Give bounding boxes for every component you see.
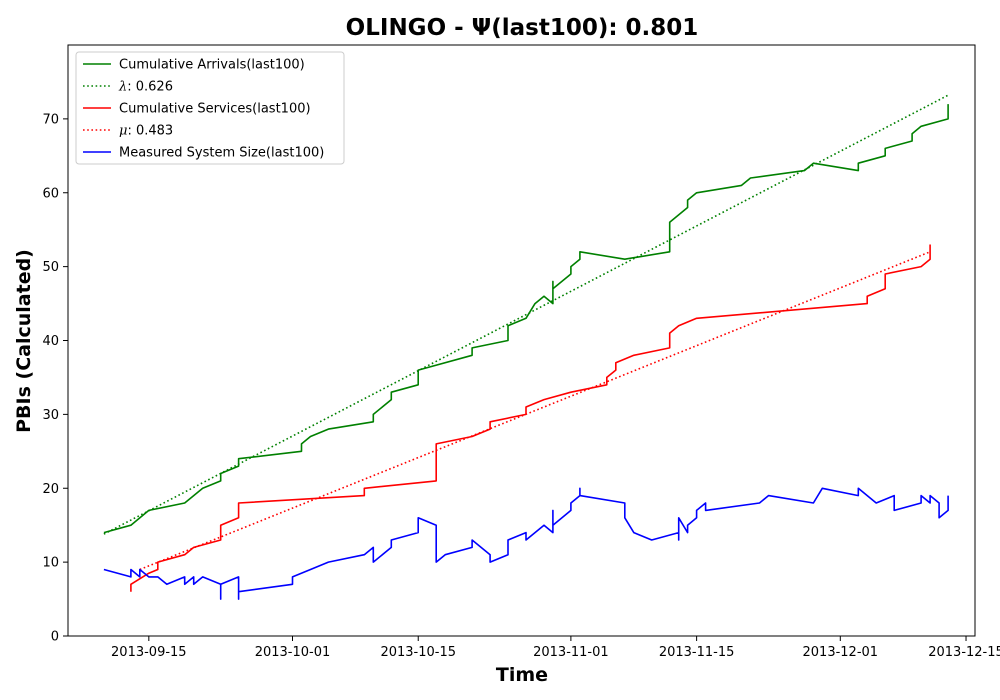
chart-title: OLINGO - Ψ(last100): 0.801 <box>346 15 699 41</box>
legend-math-symbol: λ <box>118 80 127 95</box>
legend-label: μ: 0.483 <box>119 124 173 139</box>
legend: Cumulative Arrivals(last100) λ: 0.626 Cumu… <box>75 51 345 165</box>
y-tick-label: 50 <box>42 260 59 275</box>
series-line-cumulative-services-last100 <box>130 244 931 592</box>
x-tick-label: 2013-12-15 <box>928 645 1000 660</box>
legend-label: Cumulative Services(last100) <box>119 102 311 117</box>
y-tick-label: 20 <box>42 482 59 497</box>
series-line-mu-fit <box>139 251 931 571</box>
y-tick-label: 60 <box>42 186 59 201</box>
legend-label: Measured System Size(last100) <box>119 146 324 161</box>
x-axis-label: Time <box>496 664 548 686</box>
x-tick-label: 2013-10-15 <box>380 645 456 660</box>
y-axis-label: PBIs (Calculated) <box>13 249 35 433</box>
y-tick-label: 0 <box>51 630 59 645</box>
series-layer <box>103 94 949 600</box>
y-axis: 0 10 20 30 40 50 60 70 <box>42 112 68 645</box>
legend-value: : 0.626 <box>127 80 173 95</box>
y-tick-label: 70 <box>42 112 59 127</box>
x-tick-label: 2013-11-01 <box>533 645 609 660</box>
legend-math-symbol: μ <box>119 124 127 139</box>
x-axis: 2013-09-15 2013-10-01 2013-10-15 2013-11-01… <box>111 636 1000 660</box>
x-tick-label: 2013-09-15 <box>111 645 187 660</box>
legend-label: λ: 0.626 <box>118 80 173 95</box>
series-line-lambda-fit <box>103 94 949 535</box>
x-tick-label: 2013-12-01 <box>803 645 879 660</box>
y-tick-label: 10 <box>42 556 59 571</box>
legend-value: : 0.483 <box>127 124 173 139</box>
y-tick-label: 40 <box>42 334 59 349</box>
series-line-measured-system-size-last100 <box>103 487 949 600</box>
x-tick-label: 2013-11-15 <box>659 645 735 660</box>
legend-box <box>75 51 345 165</box>
series-line-cumulative-arrivals-last100 <box>103 104 949 534</box>
legend-label: Cumulative Arrivals(last100) <box>119 58 305 73</box>
y-tick-label: 30 <box>42 408 59 423</box>
plot-frame <box>67 44 976 637</box>
x-tick-label: 2013-10-01 <box>255 645 331 660</box>
